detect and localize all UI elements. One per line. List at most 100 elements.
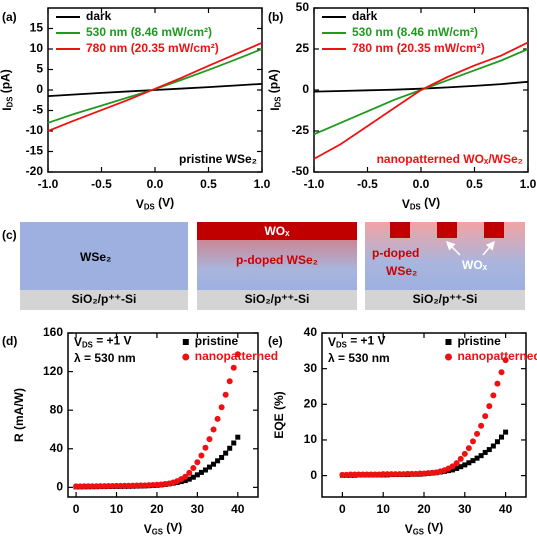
marker <box>194 472 200 478</box>
data-line <box>313 41 529 160</box>
marker <box>469 438 476 445</box>
y-tick-label: 20 <box>304 396 318 410</box>
annotation-part: DS <box>82 341 93 350</box>
y-axis-label-part: R (mA/W) <box>12 388 26 442</box>
marker <box>466 460 472 466</box>
marker <box>218 404 225 411</box>
marker <box>486 403 493 410</box>
panel-label: (d) <box>2 334 17 348</box>
marker <box>461 450 468 457</box>
marker <box>458 464 464 470</box>
x-tick-label: -0.5 <box>357 177 378 191</box>
y-tick-label: 10 <box>304 432 318 446</box>
marker <box>490 443 496 449</box>
x-tick-label: 20 <box>150 502 164 516</box>
y-axis-label-part: I <box>0 107 14 110</box>
annotation-part: = +1 V <box>93 334 132 348</box>
marker <box>219 454 225 460</box>
marker <box>226 378 233 385</box>
wox-layer <box>197 222 357 240</box>
marker <box>454 465 460 471</box>
substrate <box>365 290 525 310</box>
marker <box>499 434 505 440</box>
marker <box>214 415 221 422</box>
legend-label: 780 nm (20.35 mW/cm²) <box>352 41 485 55</box>
marker <box>465 445 472 452</box>
x-tick-label: 0.0 <box>413 177 430 191</box>
legend-label: dark <box>352 9 378 23</box>
y-tick-label: -5 <box>32 103 43 117</box>
wox-label: WOₓ <box>264 224 290 238</box>
y-tick-label: 0 <box>310 468 317 482</box>
x-tick-label: 0 <box>73 502 80 516</box>
legend-label: 530 nm (8.46 mW/cm²) <box>86 25 212 39</box>
substrate-label: SiO₂/p⁺⁺-Si <box>245 292 310 306</box>
legend-label: pristine <box>195 334 239 348</box>
marker <box>211 461 217 467</box>
y-tick-label: -25 <box>292 123 310 137</box>
marker <box>490 392 497 399</box>
panel-label: (e) <box>268 334 283 348</box>
y-tick-label: 0 <box>302 82 309 96</box>
marker <box>206 436 213 443</box>
marker <box>503 429 509 435</box>
x-tick-label: 0.5 <box>466 177 483 191</box>
marker <box>450 467 456 473</box>
y-axis-label: IDS (pA) <box>0 69 15 111</box>
marker <box>478 453 484 459</box>
y-axis-label: R (mA/W) <box>12 388 26 442</box>
x-axis-label-part: DS <box>144 203 155 212</box>
y-tick-label: 0 <box>36 82 43 96</box>
annotation-part: V <box>74 335 82 349</box>
legend-swatch <box>445 339 452 345</box>
x-tick-label: 30 <box>191 502 205 516</box>
marker <box>502 357 509 364</box>
legend-label: 530 nm (8.46 mW/cm²) <box>352 25 478 39</box>
marker <box>182 478 188 484</box>
legend-swatch <box>182 353 190 361</box>
y-axis-label-part: EQE (%) <box>272 391 286 438</box>
marker <box>234 351 241 358</box>
y-axis-label-part: (pA) <box>0 69 13 96</box>
wox-label: WOₓ <box>462 258 488 272</box>
x-tick-label: -0.5 <box>91 177 112 191</box>
annotation-part: V <box>328 335 336 349</box>
layer-label: p-doped WSe₂ <box>236 253 318 267</box>
x-tick-label: 20 <box>417 502 431 516</box>
x-axis-label-part: (V) <box>155 196 174 210</box>
marker <box>190 474 196 480</box>
marker <box>457 455 464 462</box>
marker <box>474 455 480 461</box>
marker <box>478 422 485 429</box>
marker <box>215 458 221 464</box>
y-tick-label: 160 <box>43 325 63 339</box>
marker <box>186 476 192 482</box>
x-axis-label-part: GS <box>152 528 163 536</box>
marker <box>222 391 229 398</box>
marker <box>494 380 501 387</box>
y-tick-label: 40 <box>50 441 64 455</box>
legend-label: 780 nm (20.35 mW/cm²) <box>86 41 219 55</box>
x-axis-label: VGS (V) <box>144 521 183 536</box>
marker <box>186 469 193 476</box>
x-axis-label-part: (V) <box>163 521 182 535</box>
marker <box>202 467 208 473</box>
x-axis-label-part: (V) <box>421 196 440 210</box>
y-tick-label: 5 <box>36 62 43 76</box>
wox-dot <box>390 222 410 238</box>
x-tick-label: 30 <box>458 502 472 516</box>
y-tick-label: -50 <box>292 164 310 178</box>
marker <box>449 463 456 470</box>
marker <box>470 458 476 464</box>
annotation: VDS = +1 V <box>328 334 386 350</box>
annotation: VDS = +1 V <box>74 334 132 350</box>
y-axis-label: IDS (pA) <box>267 69 283 111</box>
x-axis-label-part: V <box>144 522 152 536</box>
x-tick-label: 1.0 <box>254 177 271 191</box>
x-tick-label: 10 <box>110 502 124 516</box>
x-tick-label: 0 <box>339 502 346 516</box>
legend-label: nanopatterned <box>457 349 537 363</box>
arrow <box>482 240 495 256</box>
layer-label: WSe₂ <box>80 250 111 264</box>
y-tick-label: 50 <box>296 0 310 14</box>
